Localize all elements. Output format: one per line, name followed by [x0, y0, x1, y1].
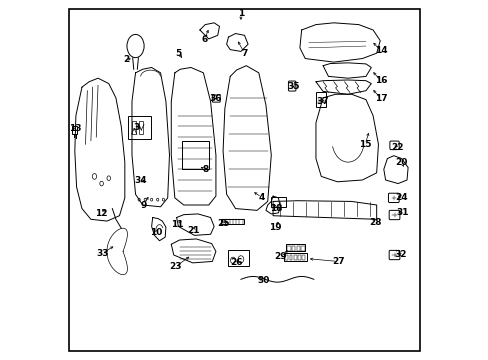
- Text: 33: 33: [96, 249, 108, 258]
- Text: 34: 34: [134, 176, 146, 185]
- Text: 23: 23: [169, 262, 182, 271]
- Text: 11: 11: [171, 220, 183, 229]
- Text: 10: 10: [149, 228, 162, 237]
- Text: 12: 12: [95, 210, 107, 219]
- Text: 24: 24: [395, 193, 407, 202]
- Text: 17: 17: [374, 94, 386, 103]
- Text: 1: 1: [237, 9, 244, 18]
- Text: 6: 6: [201, 35, 207, 44]
- Text: 29: 29: [274, 252, 286, 261]
- Text: 19: 19: [268, 222, 281, 231]
- Text: 15: 15: [358, 140, 371, 149]
- Text: 16: 16: [374, 76, 386, 85]
- Text: 27: 27: [331, 257, 344, 266]
- Text: 14: 14: [374, 46, 386, 55]
- Text: 30: 30: [256, 275, 269, 284]
- Text: 28: 28: [369, 218, 382, 227]
- Text: 9: 9: [140, 201, 147, 210]
- Text: 3: 3: [133, 123, 139, 132]
- Text: 25: 25: [217, 219, 229, 228]
- Text: 32: 32: [394, 250, 407, 259]
- Text: 7: 7: [241, 49, 247, 58]
- Text: 22: 22: [390, 143, 403, 152]
- Text: 8: 8: [202, 165, 208, 174]
- Text: 2: 2: [122, 55, 129, 64]
- Text: 37: 37: [316, 97, 329, 106]
- Text: 21: 21: [187, 226, 200, 235]
- Text: 18: 18: [269, 204, 282, 213]
- Text: 4: 4: [258, 193, 264, 202]
- Text: 5: 5: [175, 49, 182, 58]
- Text: 20: 20: [395, 158, 407, 167]
- Text: 36: 36: [208, 94, 221, 103]
- Text: 35: 35: [287, 82, 300, 91]
- Text: 13: 13: [69, 124, 81, 133]
- Text: 31: 31: [395, 208, 408, 217]
- Text: 26: 26: [230, 258, 243, 267]
